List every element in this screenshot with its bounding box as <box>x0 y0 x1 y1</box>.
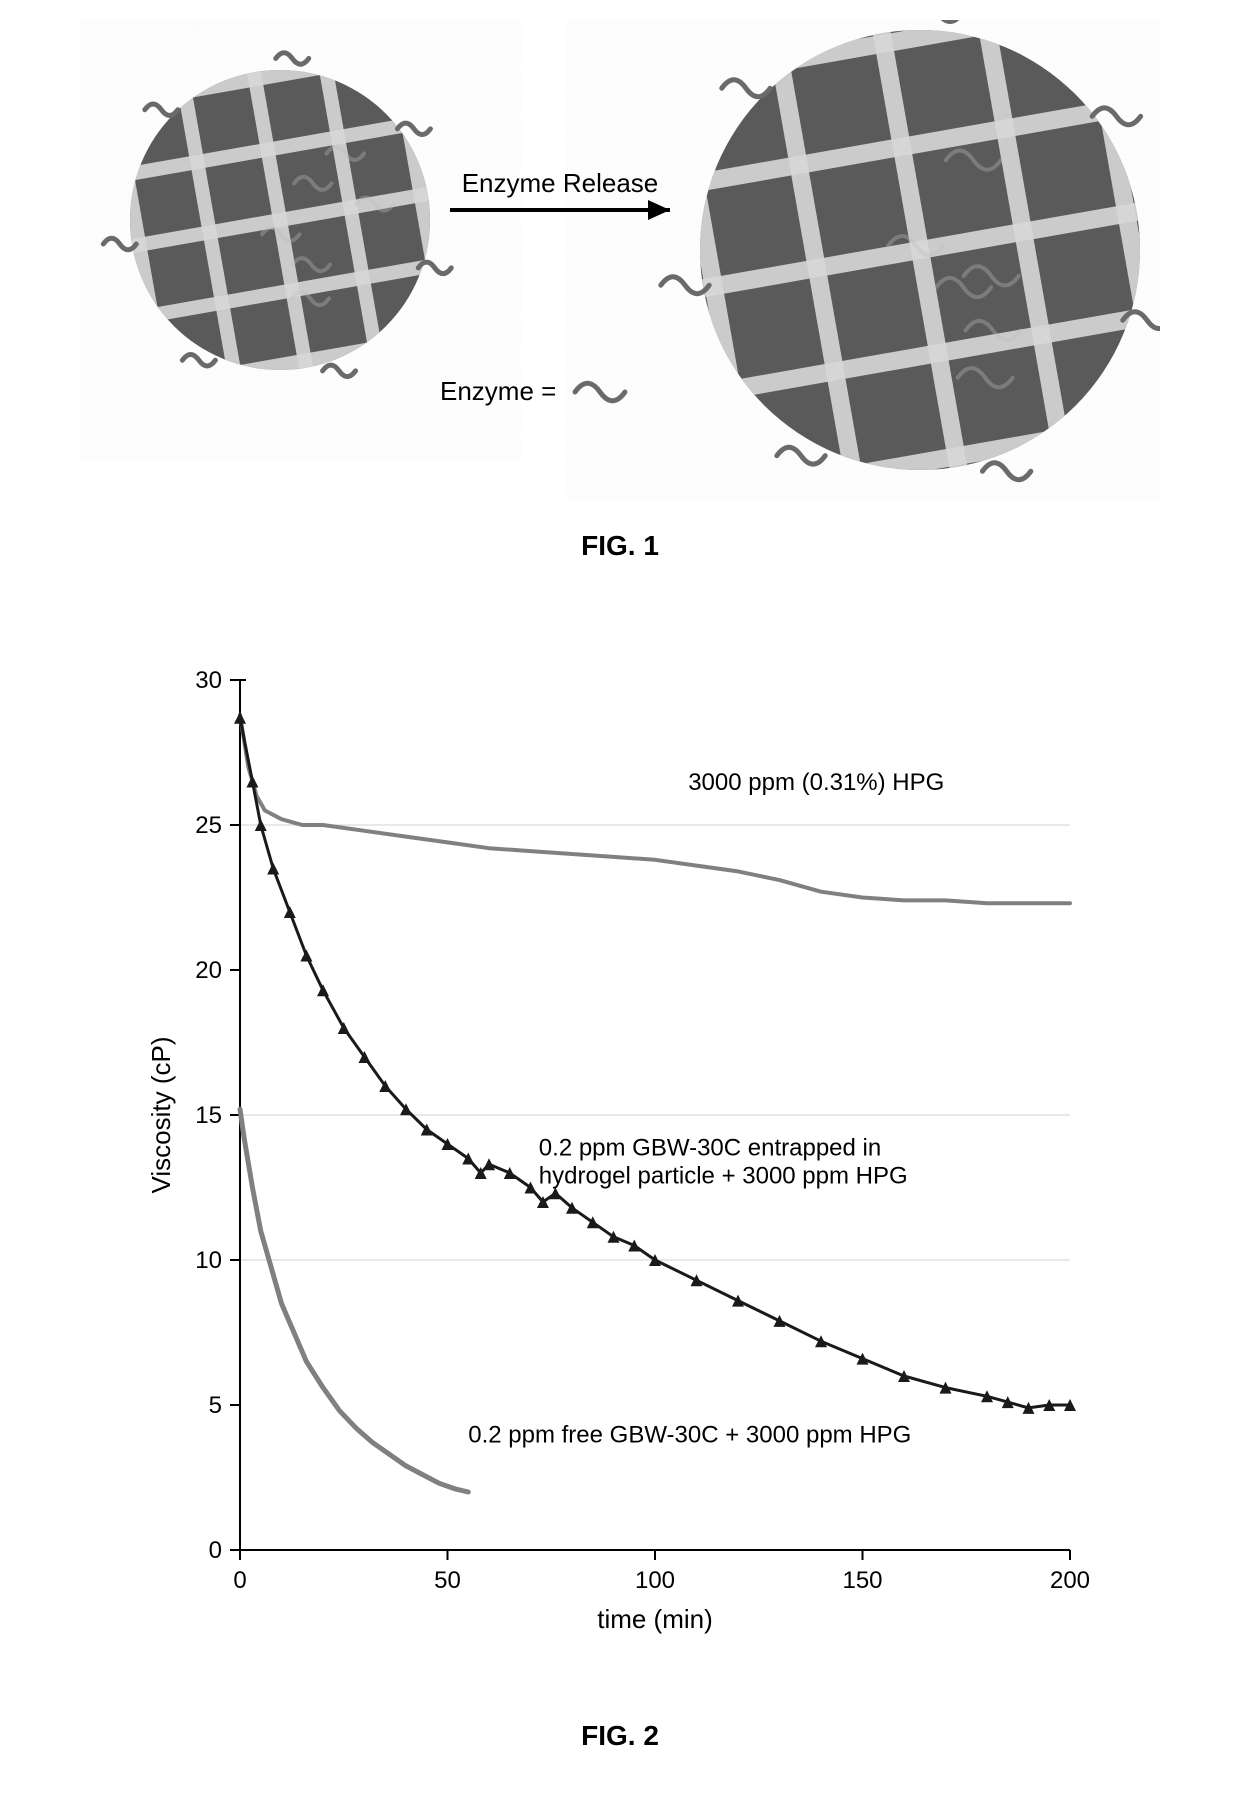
svg-text:0: 0 <box>209 1537 222 1564</box>
svg-text:0.2 ppm free GBW-30C + 3000 pp: 0.2 ppm free GBW-30C + 3000 ppm HPG <box>468 1422 911 1449</box>
svg-text:15: 15 <box>195 1102 222 1129</box>
svg-text:10: 10 <box>195 1247 222 1274</box>
figure-2-caption: FIG. 2 <box>0 1720 1240 1752</box>
svg-text:100: 100 <box>635 1567 675 1594</box>
svg-text:25: 25 <box>195 812 222 839</box>
svg-text:5: 5 <box>209 1392 222 1419</box>
svg-text:0: 0 <box>233 1567 246 1594</box>
svg-text:Enzyme Release: Enzyme Release <box>462 168 659 198</box>
svg-text:20: 20 <box>195 957 222 984</box>
figure-2-chart: 0 5 10 15 20 25 30 0 50 100 150 200 time (min) Viscos… <box>130 660 1110 1680</box>
svg-text:200: 200 <box>1050 1567 1090 1594</box>
svg-text:Viscosity (cP): Viscosity (cP) <box>146 1037 176 1194</box>
svg-text:hydrogel particle + 3000 ppm H: hydrogel particle + 3000 ppm HPG <box>539 1163 908 1190</box>
svg-text:3000 ppm (0.31%) HPG: 3000 ppm (0.31%) HPG <box>688 769 944 796</box>
svg-text:50: 50 <box>434 1567 461 1594</box>
svg-text:time (min): time (min) <box>597 1604 713 1634</box>
svg-text:150: 150 <box>842 1567 882 1594</box>
svg-text:0.2 ppm GBW-30C entrapped in: 0.2 ppm GBW-30C entrapped in <box>539 1135 881 1162</box>
figure-2: 0 5 10 15 20 25 30 0 50 100 150 200 time (min) Viscos… <box>130 660 1110 1680</box>
figure-1-svg: Enzyme Release Enzyme = <box>80 20 1160 500</box>
svg-text:30: 30 <box>195 667 222 694</box>
svg-text:Enzyme =: Enzyme = <box>440 376 556 406</box>
figure-1: Enzyme Release Enzyme = <box>80 20 1160 500</box>
figure-1-caption: FIG. 1 <box>0 530 1240 562</box>
